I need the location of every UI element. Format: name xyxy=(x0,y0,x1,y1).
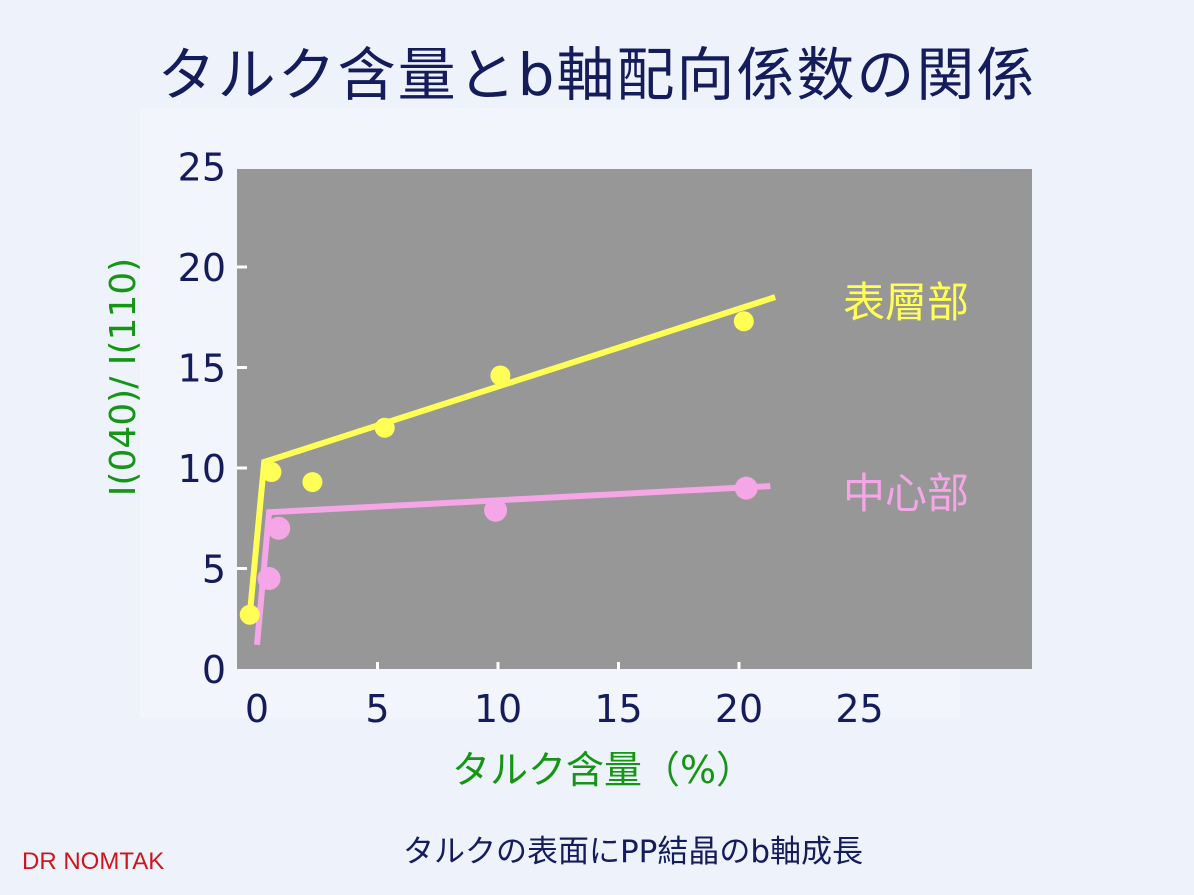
credit: DR NOMTAK xyxy=(22,848,165,875)
data-point-center xyxy=(267,516,291,540)
data-point-center xyxy=(257,567,281,591)
legend-surface: 表層部 xyxy=(843,278,969,327)
y-axis-label: I(040)/ I(110) xyxy=(103,258,144,496)
data-point-surface xyxy=(490,365,511,386)
caption: タルクの表面にPP結晶のb軸成長 xyxy=(402,834,864,870)
y-tick-label: 5 xyxy=(202,548,226,592)
y-tick-label: 10 xyxy=(178,447,226,491)
data-point-surface xyxy=(239,604,260,625)
y-tick-label: 25 xyxy=(178,146,226,190)
data-point-surface xyxy=(261,462,282,483)
x-tick-label: 20 xyxy=(715,687,763,731)
x-tick-label: 10 xyxy=(474,687,522,731)
data-point-surface xyxy=(374,417,395,438)
y-tick-label: 20 xyxy=(178,246,226,290)
data-point-surface xyxy=(302,472,323,493)
x-tick-label: 25 xyxy=(835,687,883,731)
x-axis-label: タルク含量（%） xyxy=(452,748,754,792)
x-tick-label: 15 xyxy=(594,687,642,731)
y-tick-label: 0 xyxy=(202,648,226,692)
data-point-center xyxy=(734,476,758,500)
y-tick-label: 15 xyxy=(178,347,226,391)
x-tick-label: 5 xyxy=(365,687,389,731)
fit-line-surface xyxy=(246,294,777,616)
x-tick-label: 0 xyxy=(245,687,269,731)
plot-area xyxy=(237,169,1032,669)
legend-center: 中心部 xyxy=(843,469,969,518)
data-point-center xyxy=(484,498,508,522)
fit-line-center xyxy=(254,483,771,646)
slide-title: タルク含量とb軸配向係数の関係 xyxy=(157,41,1037,109)
data-point-surface xyxy=(733,311,754,332)
